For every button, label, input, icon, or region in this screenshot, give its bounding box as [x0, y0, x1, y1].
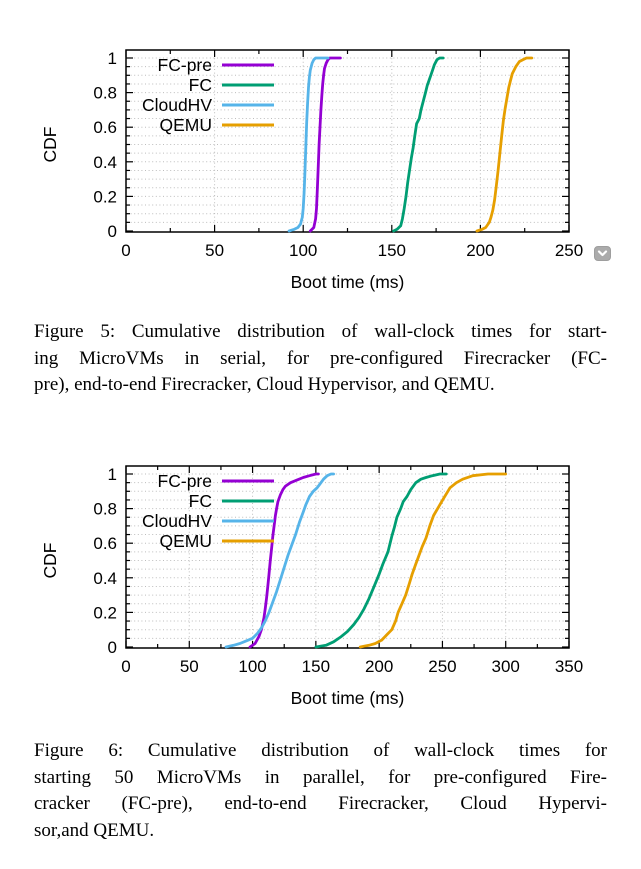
caption-line: pre), end-to-end Firecracker, Cloud Hype… [34, 374, 495, 395]
cdf-chart-parallel-boot: 0 50 100 150 200 250 300 350 0 0.2 0.4 0.6 0.8 1 Boot … [40, 465, 583, 708]
caption-line: Figure 5: Cumulative distribution of wal… [34, 321, 607, 342]
y-tick-label: 0.2 [93, 187, 117, 206]
x-tick-label: 0 [121, 657, 130, 676]
y-tick-label: 0 [108, 638, 117, 657]
y-tick-label: 1 [108, 49, 117, 68]
y-tick-label: 0.4 [93, 153, 117, 172]
x-tick-label: 150 [378, 241, 406, 260]
y-tick-label: 0.6 [93, 118, 117, 137]
series-line-FC [392, 56, 445, 233]
series-line-FC [314, 472, 448, 649]
x-tick-label: 0 [121, 241, 130, 260]
figure-5-caption: Figure 5: Cumulative distribution of wal… [34, 319, 607, 399]
y-axis-label: CDF [40, 127, 60, 163]
x-axis-label: Boot time (ms) [291, 272, 405, 292]
y-tick-label: 0.2 [93, 603, 117, 622]
legend-label-QEMU: QEMU [160, 115, 213, 135]
legend-label-FC-pre: FC-pre [158, 471, 212, 491]
caption-line: sor,and QEMU. [34, 819, 155, 841]
x-tick-label: 200 [466, 241, 494, 260]
series-line-QEMU [475, 56, 534, 233]
cdf-chart-serial-boot: 0 50 100 150 200 250 0 0.2 0.4 0.6 0.8 1 Boot time (… [40, 49, 583, 292]
series-line-CloudHV [287, 56, 330, 233]
x-tick-label: 350 [555, 657, 583, 676]
series-line-QEMU [358, 472, 508, 649]
x-tick-label: 250 [428, 657, 456, 676]
x-tick-label: 200 [365, 657, 393, 676]
y-axis-label: CDF [40, 543, 60, 579]
series-line-CloudHV [224, 472, 336, 649]
figure-6-caption: Figure 6: Cumulative distribution of wal… [34, 738, 607, 844]
caption-line: cracker (FC-pre), end-to-end Firecracker… [34, 793, 607, 814]
legend-label-FC: FC [189, 491, 212, 511]
legend-label-CloudHV: CloudHV [142, 511, 212, 531]
y-tick-label: 0.4 [93, 569, 117, 588]
x-axis-label: Boot time (ms) [291, 688, 405, 708]
x-tick-label: 50 [180, 657, 199, 676]
y-tick-label: 0.6 [93, 534, 117, 553]
x-tick-label: 100 [238, 657, 266, 676]
legend-label-FC: FC [189, 75, 212, 95]
legend-label-CloudHV: CloudHV [142, 95, 212, 115]
x-tick-label: 100 [289, 241, 317, 260]
annotation-expand-button[interactable] [594, 246, 611, 261]
legend-label-QEMU: QEMU [160, 531, 213, 551]
x-tick-label: 150 [302, 657, 330, 676]
legend-label-FC-pre: FC-pre [158, 55, 212, 75]
y-tick-label: 0.8 [93, 500, 117, 519]
y-tick-label: 0 [108, 222, 117, 241]
series-line-FC-pre [248, 472, 320, 649]
x-tick-label: 50 [205, 241, 224, 260]
caption-line: starting 50 MicroVMs in parallel, for pr… [34, 766, 607, 788]
chevron-down-icon [597, 250, 608, 257]
caption-line: ing MicroVMs in serial, for pre-configur… [34, 347, 607, 369]
y-tick-label: 0.8 [93, 84, 117, 103]
series-line-FC-pre [308, 56, 342, 233]
x-tick-label: 250 [555, 241, 583, 260]
x-tick-label: 300 [492, 657, 520, 676]
caption-line: Figure 6: Cumulative distribution of wal… [34, 740, 607, 761]
y-tick-label: 1 [108, 465, 117, 484]
